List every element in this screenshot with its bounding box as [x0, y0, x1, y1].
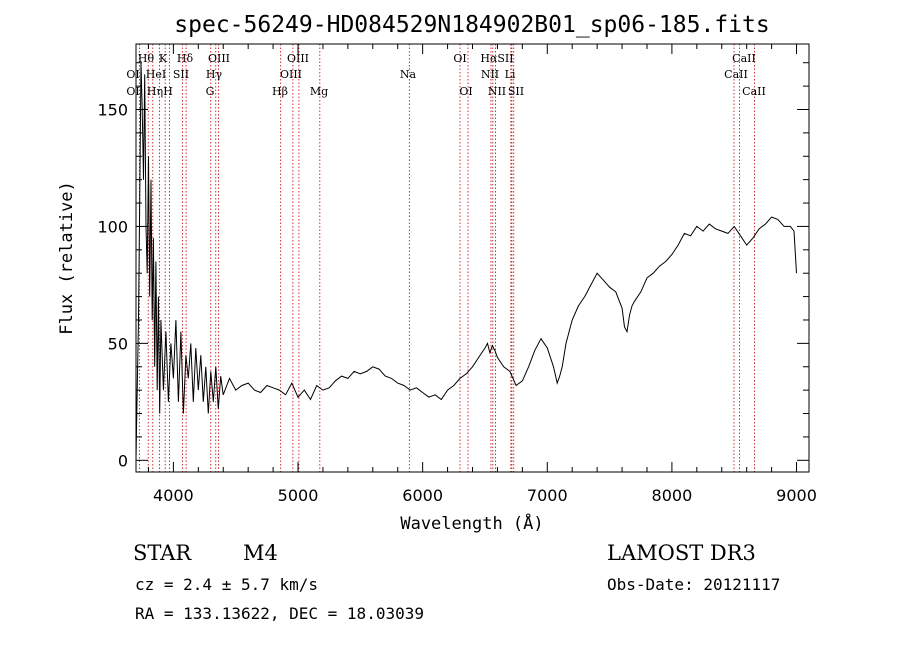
line-label-r1-5: Na [400, 68, 417, 81]
line-label-r2-3: G [206, 85, 215, 98]
survey-name: LAMOST DR3 [607, 541, 756, 565]
line-label-r1-1: HeI [146, 68, 166, 81]
object-class: STAR [133, 541, 192, 565]
y-axis-label: Flux (relative) [57, 181, 77, 335]
line-label-r2-7: NII [488, 85, 506, 98]
line-label-r1-4: OIII [280, 68, 302, 81]
x-tick-label-4000: 4000 [153, 486, 194, 505]
y-axis-ticks: 0 50 100 150 [97, 62, 809, 470]
line-label-r2-2: H [163, 85, 173, 98]
line-label-r2-9: CaII [742, 85, 766, 98]
x-tick-label-5000: 5000 [278, 486, 319, 505]
line-label-r2-8: SII [508, 85, 524, 98]
line-label-r1-0: OI [126, 68, 139, 81]
chart-title: spec-56249-HD084529N184902B01_sp06-185.f… [174, 12, 769, 38]
redshift-velocity: cz = 2.4 ± 5.7 km/s [135, 575, 318, 594]
line-label-r1-2: SII [173, 68, 189, 81]
object-subclass: M4 [243, 541, 278, 565]
x-axis-label: Wavelength (Å) [400, 512, 543, 534]
line-label-r0-4: OIII [287, 52, 309, 65]
line-label-r2-1: Hη [147, 85, 163, 98]
line-label-r2-6: OI [459, 85, 472, 98]
line-label-r0-5: OI [453, 52, 466, 65]
x-axis-ticks: 4000 5000 6000 7000 8000 9000 [147, 44, 817, 505]
x-tick-label-6000: 6000 [402, 486, 443, 505]
line-label-r0-2: Hδ [177, 52, 194, 65]
coordinates: RA = 133.13622, DEC = 18.03039 [135, 604, 424, 623]
plot-frame [135, 43, 810, 473]
line-label-r2-4: Hβ [272, 85, 288, 98]
x-tick-label-7000: 7000 [527, 486, 568, 505]
line-label-r0-3: OIII [208, 52, 230, 65]
line-label-r0-7: CaII [732, 52, 756, 65]
line-label-r0-1: K [159, 52, 168, 65]
y-tick-label-100: 100 [97, 217, 128, 236]
spectrum-line [135, 62, 797, 461]
line-label-r1-8: CaII [724, 68, 748, 81]
observation-date: Obs-Date: 20121117 [607, 575, 780, 594]
line-label-r2-5: Mg [310, 85, 328, 98]
spectral-line-labels: Hθ K Hδ OIII OIII OI HαSII CaII OI HeI SII Hγ OIII Na… [126, 52, 766, 98]
line-label-r0-0: Hθ [138, 52, 155, 65]
x-tick-label-9000: 9000 [776, 486, 817, 505]
line-label-r2-0: OI [126, 85, 139, 98]
y-tick-label-150: 150 [97, 100, 128, 119]
y-tick-label-0: 0 [118, 451, 128, 470]
line-label-r0-6: HαSII [480, 52, 513, 65]
x-tick-label-8000: 8000 [652, 486, 693, 505]
line-label-r1-6: NII [481, 68, 499, 81]
spectral-line-markers [138, 44, 755, 472]
line-label-r1-7: Li [505, 68, 516, 81]
y-tick-label-50: 50 [108, 334, 128, 353]
line-label-r1-3: Hγ [206, 68, 223, 81]
